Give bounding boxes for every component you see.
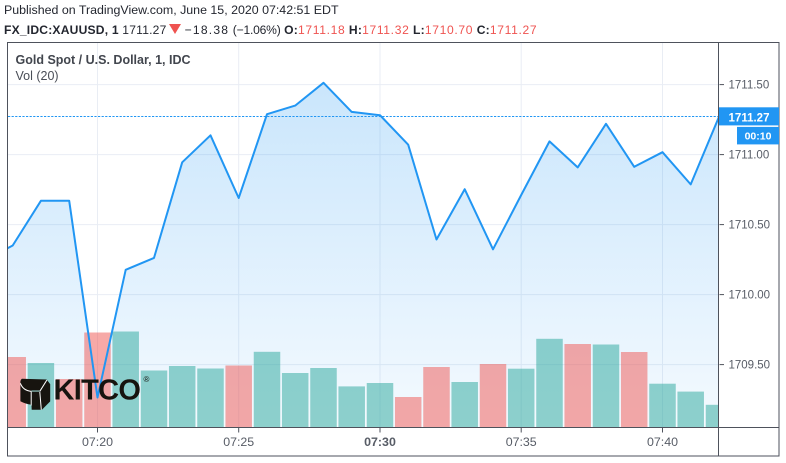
svg-text:07:20: 07:20 [82,435,113,449]
svg-text:07:30: 07:30 [364,435,396,449]
svg-text:07:35: 07:35 [506,435,537,449]
svg-text:Vol (20): Vol (20) [16,69,59,83]
svg-text:Gold Spot / U.S. Dollar, 1, ID: Gold Spot / U.S. Dollar, 1, IDC [16,53,191,67]
svg-text:1710.00: 1710.00 [729,290,771,302]
svg-text:1711.27: 1711.27 [729,112,770,124]
svg-text:07:25: 07:25 [223,435,254,449]
svg-text:1711.00: 1711.00 [729,150,770,162]
svg-text:00:10: 00:10 [745,131,772,143]
svg-text:1709.50: 1709.50 [729,360,771,372]
svg-text:KITCO: KITCO [54,375,141,407]
svg-text:07:40: 07:40 [647,435,678,449]
svg-text:®: ® [144,375,150,384]
svg-text:1711.50: 1711.50 [729,80,770,92]
svg-text:1710.50: 1710.50 [729,220,771,232]
